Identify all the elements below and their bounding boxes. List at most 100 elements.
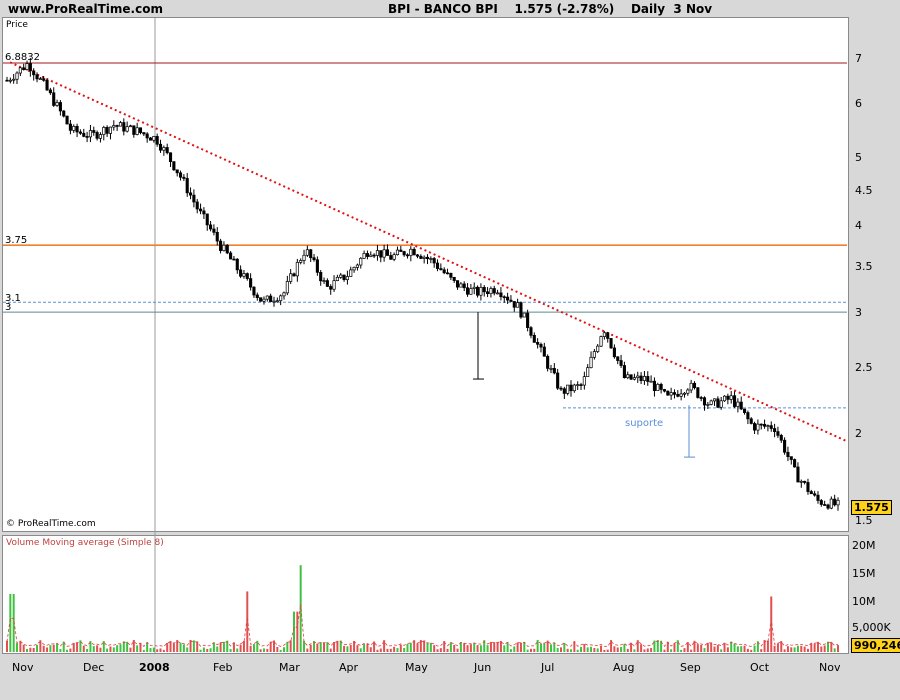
volume-bar bbox=[256, 640, 259, 652]
volume-bar bbox=[660, 640, 663, 652]
volume-bar bbox=[406, 644, 409, 652]
candle-body bbox=[35, 74, 39, 80]
volume-bar bbox=[403, 647, 406, 652]
volume-bar bbox=[793, 647, 796, 652]
volume-bar bbox=[56, 643, 59, 652]
candle-body bbox=[5, 79, 9, 82]
candle-body bbox=[746, 412, 750, 420]
candle-body bbox=[92, 130, 96, 133]
volume-bar bbox=[650, 648, 653, 652]
candle-body bbox=[55, 102, 59, 106]
volume-bar bbox=[279, 649, 282, 652]
volume-bar bbox=[489, 641, 492, 652]
volume-bar bbox=[486, 645, 489, 652]
volume-bar bbox=[272, 640, 275, 652]
candle-body bbox=[559, 387, 563, 390]
candle-body bbox=[58, 102, 62, 112]
volume-bar bbox=[343, 645, 346, 652]
volume-bar bbox=[623, 643, 626, 652]
volume-bar bbox=[429, 642, 432, 652]
site-name[interactable]: www.ProRealTime.com bbox=[8, 2, 163, 16]
candle-body bbox=[552, 368, 556, 374]
x-tick-dec: Dec bbox=[83, 661, 105, 674]
volume-bar bbox=[413, 640, 416, 652]
candle-body bbox=[596, 345, 600, 352]
volume-bar bbox=[119, 644, 122, 652]
volume-bar bbox=[730, 641, 733, 652]
candle-body bbox=[295, 262, 299, 277]
volume-bar bbox=[526, 649, 529, 652]
x-tick-2008: 2008 bbox=[139, 661, 170, 674]
candle-body bbox=[25, 63, 29, 70]
candle-body bbox=[402, 251, 406, 256]
volume-bar bbox=[446, 648, 449, 652]
candle-body bbox=[502, 296, 506, 299]
volume-bar bbox=[172, 643, 175, 652]
volume-bar bbox=[176, 640, 179, 652]
candle-body bbox=[773, 428, 777, 432]
volume-bar bbox=[686, 642, 689, 652]
candle-body bbox=[115, 125, 119, 127]
candle-body bbox=[422, 256, 426, 259]
candle-body bbox=[702, 397, 707, 406]
volume-bar bbox=[630, 642, 633, 652]
volume-bar bbox=[783, 649, 786, 652]
volume-bar bbox=[29, 647, 32, 652]
candle-body bbox=[272, 300, 276, 303]
x-tick-nov-end: Nov bbox=[819, 661, 841, 674]
candle-body bbox=[239, 269, 243, 277]
candle-body bbox=[265, 295, 269, 300]
price-tick-6: 6 bbox=[855, 97, 862, 110]
volume-bar bbox=[409, 642, 412, 652]
volume-bar bbox=[356, 645, 359, 652]
volume-bar bbox=[459, 642, 462, 652]
candle-body bbox=[425, 256, 430, 260]
volume-bar bbox=[186, 647, 189, 652]
candle-body bbox=[155, 136, 159, 145]
candle-body bbox=[602, 332, 606, 337]
volume-bar bbox=[493, 642, 496, 652]
candle-body bbox=[365, 253, 369, 257]
x-tick-feb: Feb bbox=[213, 661, 233, 674]
volume-bar bbox=[576, 649, 579, 652]
candle-body bbox=[262, 298, 266, 302]
volume-bar bbox=[723, 642, 726, 652]
volume-bar bbox=[109, 646, 112, 652]
volume-bar bbox=[366, 644, 369, 652]
volume-bar bbox=[826, 641, 829, 652]
volume-bar bbox=[546, 640, 549, 652]
candle-body bbox=[189, 192, 193, 196]
volume-bar bbox=[556, 648, 559, 652]
volume-bar bbox=[466, 645, 469, 652]
x-tick-oct: Oct bbox=[750, 661, 770, 674]
candle-body bbox=[145, 133, 149, 139]
candle-body bbox=[489, 288, 493, 295]
volume-bar bbox=[733, 643, 736, 652]
candle-body bbox=[616, 356, 620, 361]
support-label: suporte bbox=[625, 418, 664, 429]
volume-bar bbox=[276, 646, 279, 652]
volume-bar bbox=[700, 644, 703, 652]
volume-tick-5000k: 5,000K bbox=[852, 621, 891, 634]
hline-label-3-75: 3.75 bbox=[5, 235, 28, 246]
candle-body bbox=[806, 482, 810, 492]
volume-bar bbox=[703, 648, 706, 652]
candle-body bbox=[285, 281, 289, 294]
candle-body bbox=[526, 312, 530, 328]
volume-bar bbox=[36, 644, 39, 652]
candle-body bbox=[212, 228, 216, 233]
volume-bar bbox=[743, 645, 746, 652]
candle-body bbox=[362, 253, 366, 259]
volume-bar bbox=[319, 642, 322, 652]
candle-body bbox=[339, 274, 343, 278]
volume-bar bbox=[199, 649, 202, 652]
candle-body bbox=[823, 504, 827, 506]
candle-body bbox=[449, 272, 453, 278]
price-panel[interactable] bbox=[2, 17, 849, 532]
volume-panel[interactable] bbox=[2, 535, 849, 654]
candle-body bbox=[756, 423, 760, 431]
volume-bar bbox=[830, 641, 833, 652]
volume-bar bbox=[806, 648, 809, 652]
candle-body bbox=[158, 143, 163, 151]
